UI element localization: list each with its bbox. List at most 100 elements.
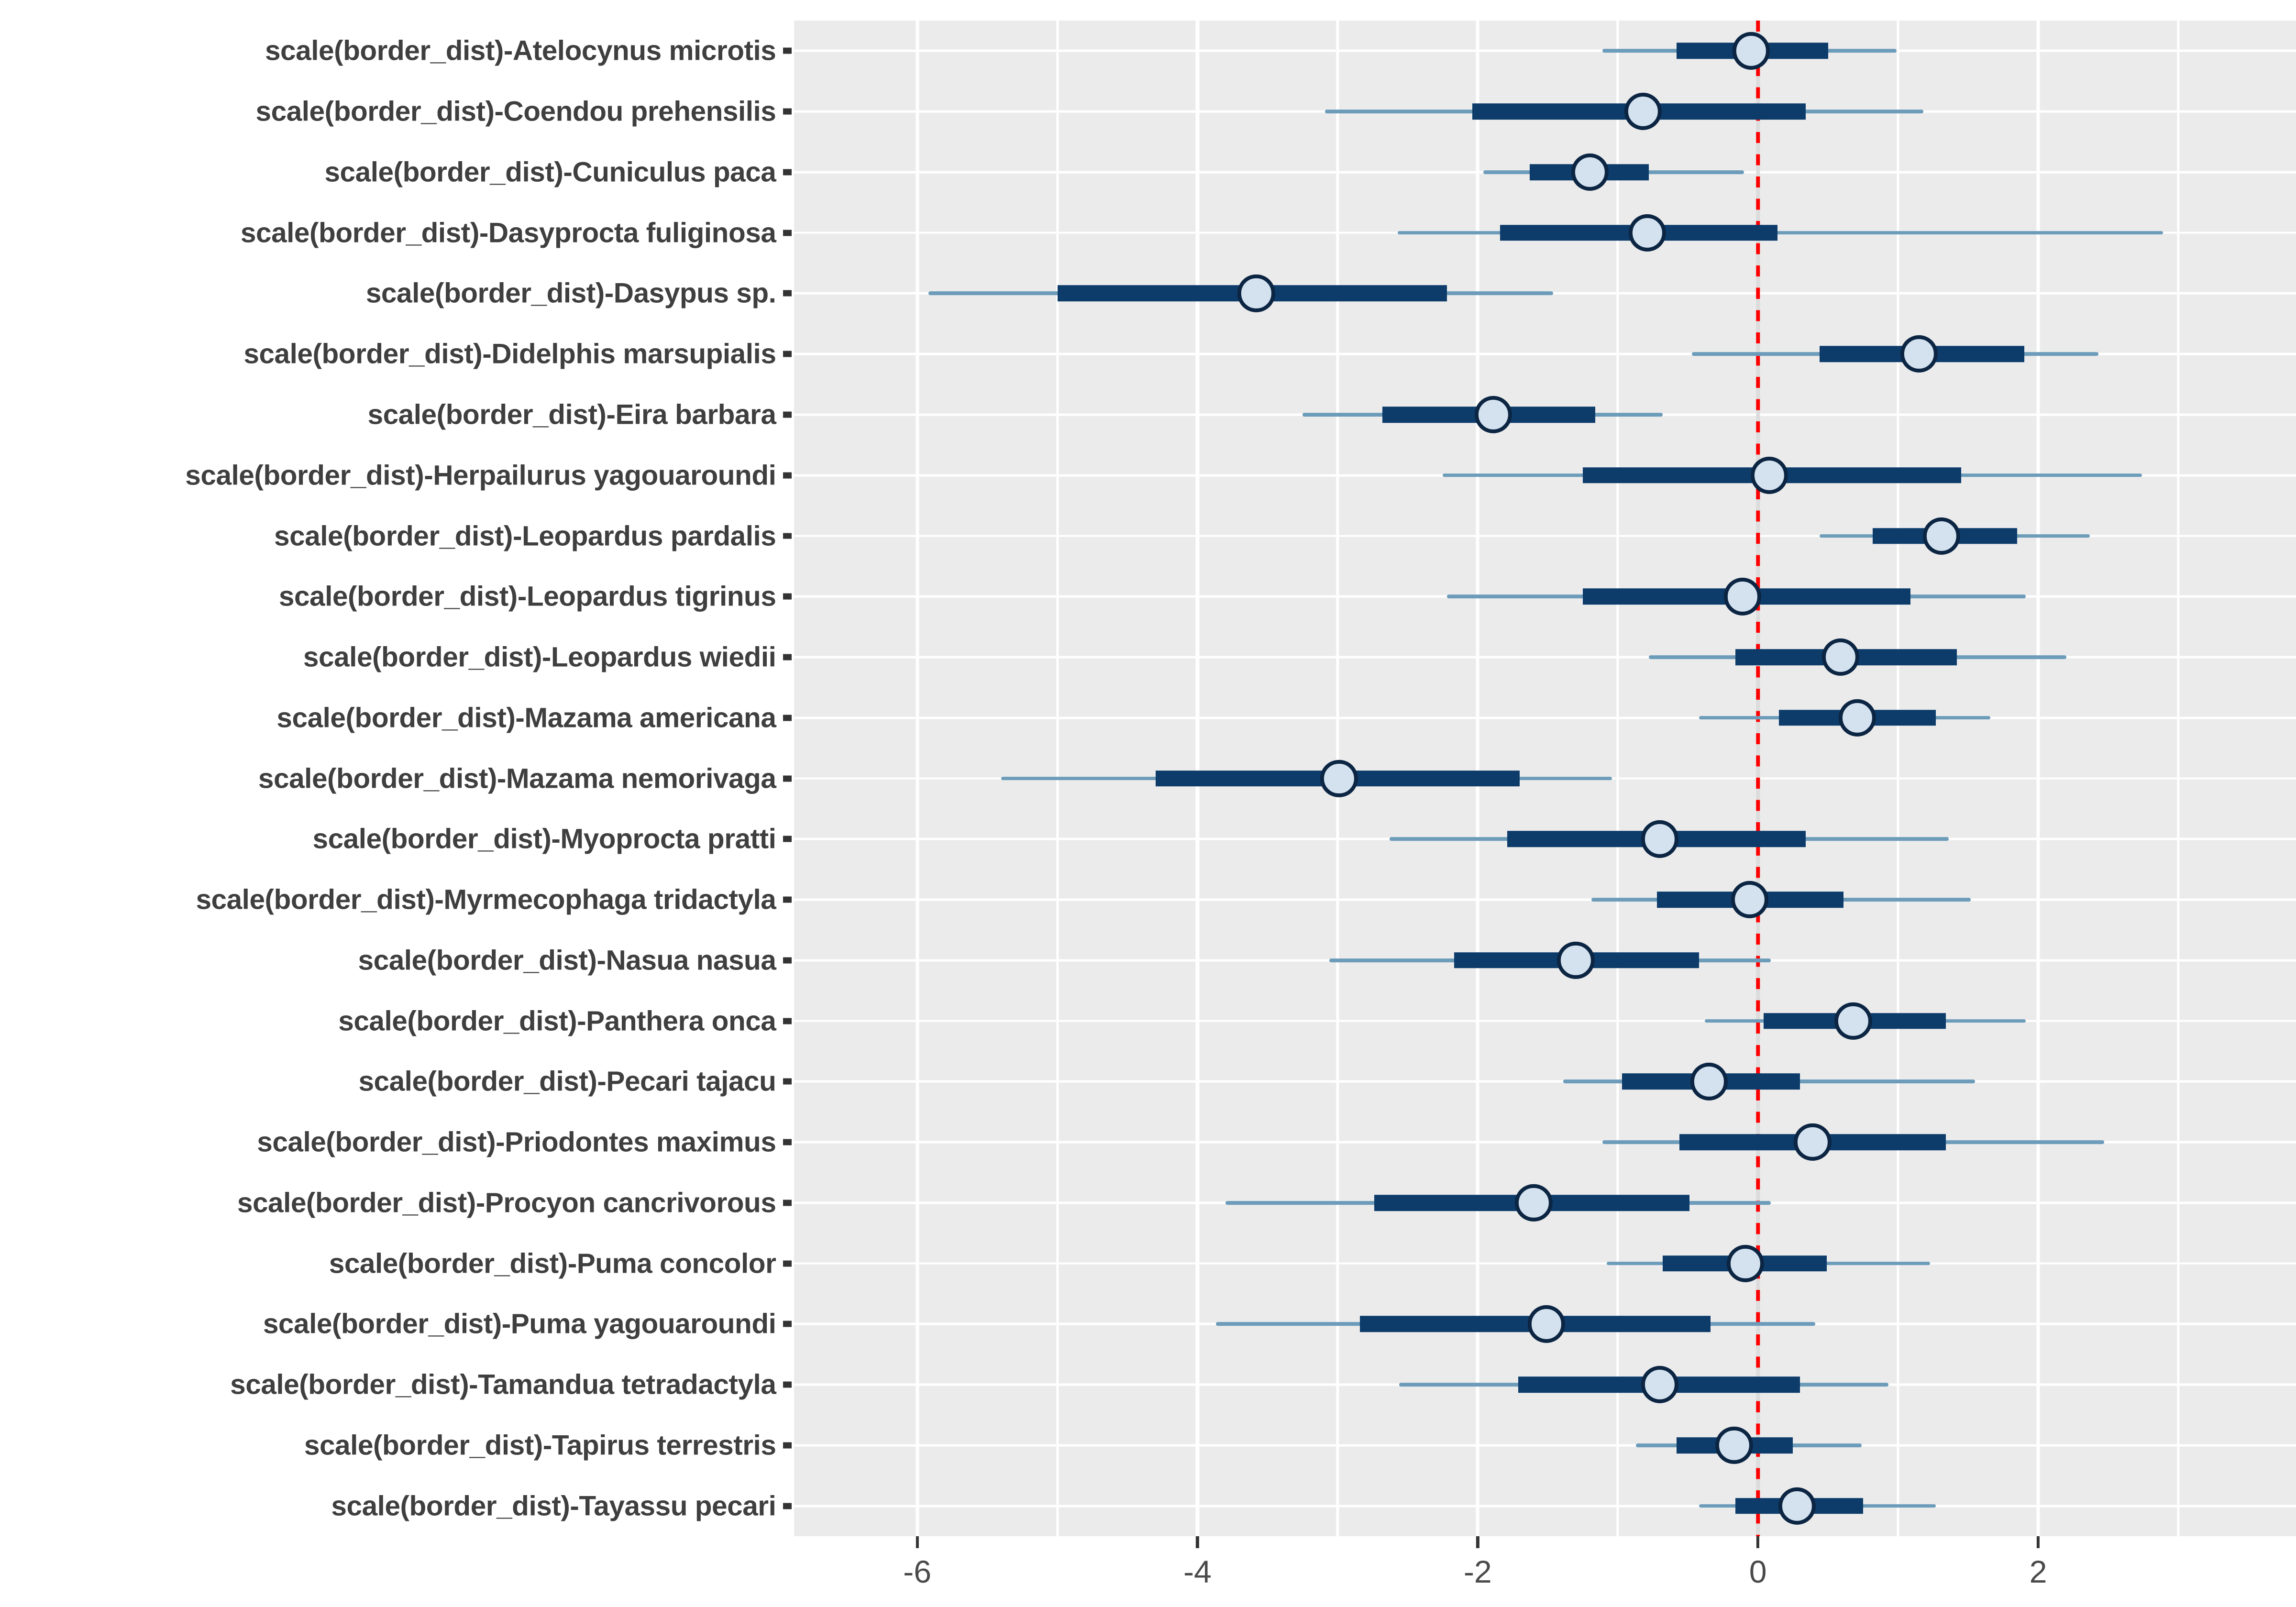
y-axis-tick [783,1260,792,1267]
y-axis-label: scale(border_dist)-Puma concolor [329,1248,776,1279]
y-axis-tick [783,533,792,539]
y-axis-tick [783,411,792,418]
estimate-point [1778,1487,1816,1525]
y-axis-tick [783,230,792,236]
y-axis-tick [783,1200,792,1206]
estimate-point [1922,517,1960,555]
y-axis-label: scale(border_dist)-Dasyprocta fuliginosa [240,217,776,249]
y-axis-tick [783,169,792,176]
y-axis-label: scale(border_dist)-Priodontes maximus [257,1126,776,1158]
y-axis-tick [783,1381,792,1388]
x-axis-tick [1756,1536,1760,1549]
gridline-horizontal [794,535,2296,537]
y-axis-label: scale(border_dist)-Tapirus terrestris [304,1430,776,1461]
y-axis-tick [783,351,792,357]
estimate-point [1715,1426,1753,1464]
x-axis-tick-label: 2 [2029,1554,2047,1590]
gridline-horizontal [794,1020,2296,1023]
estimate-point [1732,32,1770,70]
x-axis-tick-label: 0 [1749,1554,1767,1590]
y-axis-label: scale(border_dist)-Tayassu pecari [331,1490,776,1522]
y-axis-label: scale(border_dist)-Leopardus tigrinus [278,581,776,612]
estimate-point [1794,1123,1832,1161]
y-axis-label: scale(border_dist)-Mazama nemorivaga [258,763,776,794]
x-axis-tick-label: -6 [903,1554,932,1590]
gridline-horizontal [794,49,2296,52]
gridline-horizontal [794,1141,2296,1144]
estimate-point [1834,1002,1872,1040]
y-axis-tick [783,1139,792,1145]
y-axis-label: scale(border_dist)-Leopardus wiedii [303,641,776,673]
y-axis-tick [783,957,792,964]
estimate-point [1628,214,1666,252]
x-axis-tick [1196,1536,1199,1549]
gridline-horizontal [794,1444,2296,1447]
y-axis-tick [783,775,792,782]
estimate-point [1821,638,1860,676]
y-axis-label: scale(border_dist)-Mazama americana [276,702,776,734]
y-axis-tick [783,1018,792,1024]
y-axis-tick [783,1503,792,1509]
y-axis-tick [783,1442,792,1449]
y-axis-tick [783,836,792,842]
estimate-point [1726,1244,1764,1282]
y-axis-tick [783,593,792,600]
y-axis-label: scale(border_dist)-Dasypus sp. [365,277,776,309]
gridline-horizontal [794,716,2296,719]
estimate-point [1515,1184,1553,1222]
estimate-point [1839,699,1877,737]
plot-panel [794,21,2296,1537]
x-axis-tick-label: -4 [1183,1554,1212,1590]
y-axis-tick [783,290,792,297]
gridline-horizontal [794,352,2296,355]
y-axis-label: scale(border_dist)-Tamandua tetradactyla [230,1369,776,1400]
x-axis-tick [2036,1536,2040,1549]
y-axis-label: scale(border_dist)-Coendou prehensilis [255,96,776,127]
estimate-point [1731,881,1768,919]
y-axis-label: scale(border_dist)-Leopardus pardalis [274,520,776,552]
y-axis-label: scale(border_dist)-Panthera onca [338,1005,776,1037]
y-axis-label: scale(border_dist)-Eira barbara [367,399,776,430]
y-axis-label: scale(border_dist)-Atelocynus microtis [265,35,776,66]
estimate-point [1571,153,1609,191]
estimate-point [1900,335,1938,373]
x-axis-tick-label: -2 [1463,1554,1492,1590]
estimate-point [1237,275,1275,312]
y-axis-label: scale(border_dist)-Myoprocta pratti [312,823,776,855]
estimate-point [1723,578,1762,616]
y-axis-tick [783,47,792,54]
y-axis-tick [783,108,792,115]
y-axis-label: scale(border_dist)-Myrmecophaga tridacty… [196,884,776,915]
zero-reference-line [1756,21,1760,1537]
estimate-point [1641,820,1679,858]
y-axis-tick [783,472,792,479]
y-axis-tick [783,654,792,660]
y-axis-tick [783,715,792,721]
y-axis-tick [783,896,792,903]
estimate-point [1474,396,1512,434]
ci-outer-line [1398,231,2163,235]
y-axis-tick [783,1078,792,1085]
y-axis-label: scale(border_dist)-Pecari tajacu [358,1066,776,1097]
gridline-horizontal [794,1262,2296,1265]
x-axis-tick [916,1536,919,1549]
estimate-point [1750,456,1788,494]
gridline-horizontal [794,898,2296,901]
gridline-horizontal [794,1080,2296,1083]
gridline-horizontal [794,656,2296,659]
estimate-point [1690,1063,1728,1101]
estimate-point [1527,1305,1565,1343]
estimate-point [1624,93,1662,131]
y-axis-tick [783,1321,792,1327]
estimate-point [1557,941,1595,979]
estimate-point [1320,759,1358,797]
y-axis-label: scale(border_dist)-Puma yagouaroundi [263,1308,776,1340]
y-axis-label: scale(border_dist)-Procyon cancrivorous [237,1187,776,1219]
x-axis-tick [1476,1536,1479,1549]
gridline-horizontal [794,1505,2296,1508]
y-axis-label: scale(border_dist)-Cuniculus paca [324,156,776,188]
y-axis-label: scale(border_dist)-Herpailurus yagouarou… [185,460,776,491]
estimate-point [1641,1366,1679,1404]
y-axis-label: scale(border_dist)-Nasua nasua [358,945,776,976]
